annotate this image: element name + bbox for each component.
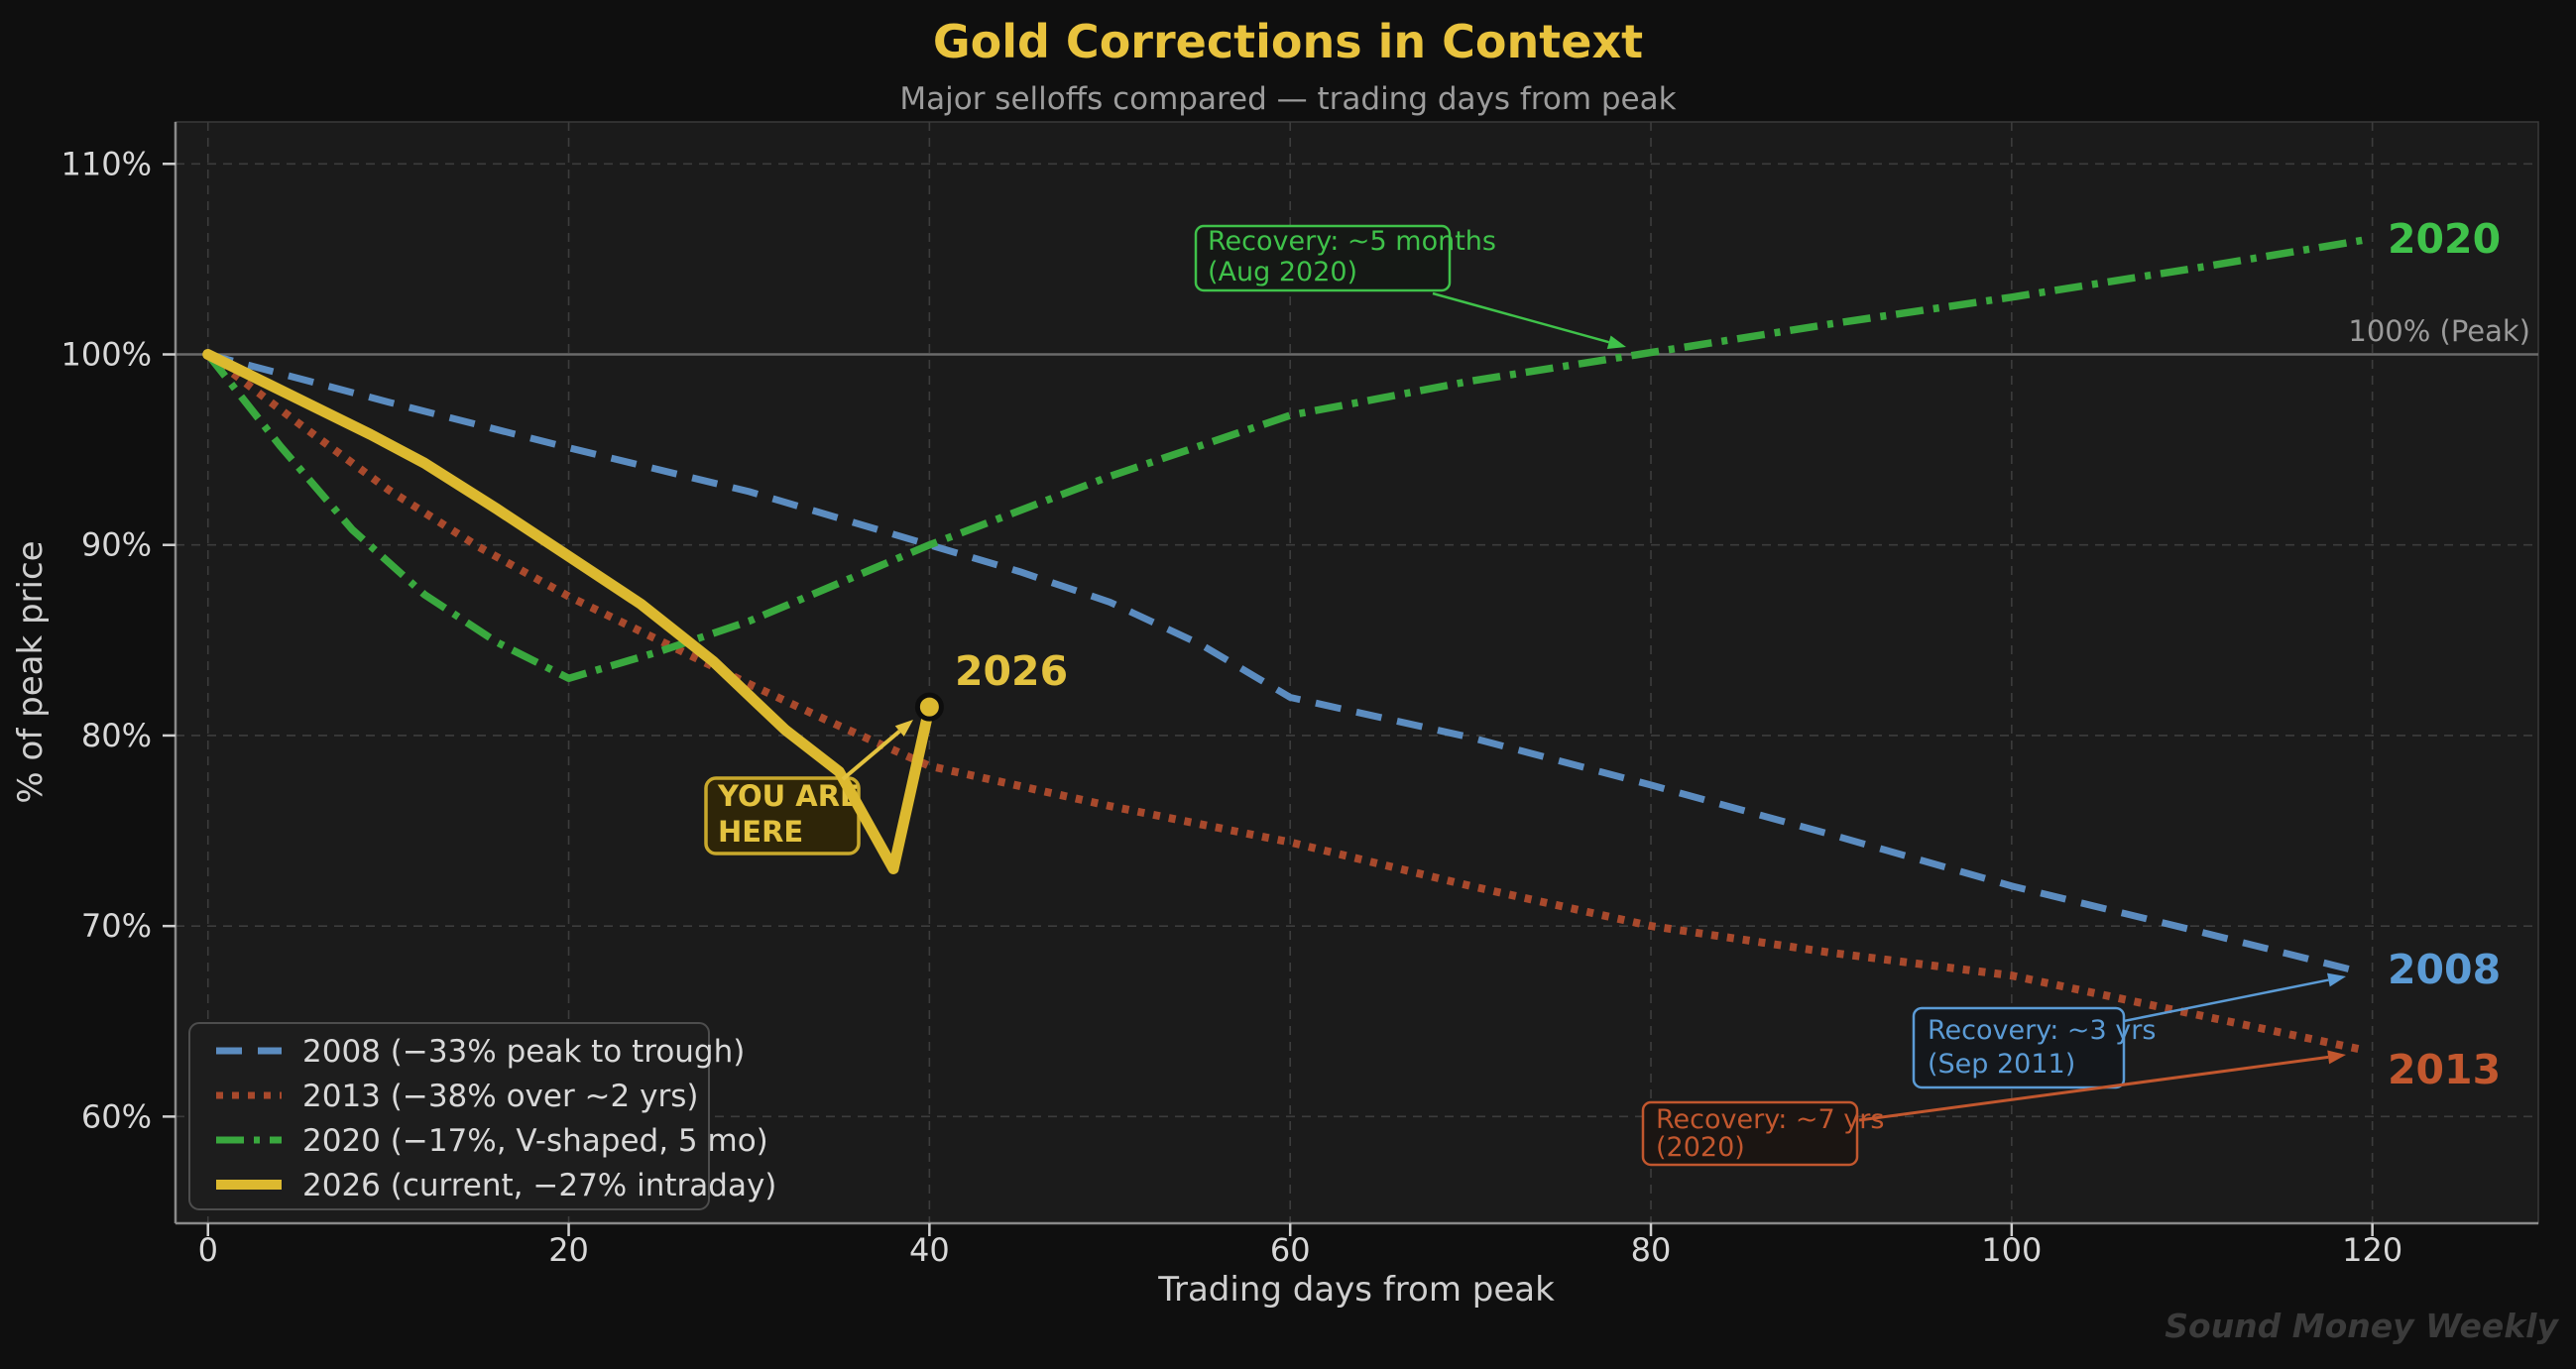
y-tick-label: 90% [81,526,152,564]
annotation-arrowhead [2326,972,2346,987]
annotation-box [1912,1006,2126,1089]
annotation-text: Recovery: ~5 months [1208,226,1496,257]
watermark: Sound Money Weekly [2165,1307,2559,1345]
annotation-text: Recovery: ~7 yrs [1656,1104,1884,1135]
annotation-arrowhead [2327,1050,2346,1065]
x-axis-label: Trading days from peak [1157,1270,1555,1310]
x-tick-label: 60 [1270,1231,1311,1269]
end-label-2020: 2020 [2388,215,2501,263]
annotation-text: (Sep 2011) [1928,1049,2075,1080]
y-tick-label: 110% [61,145,152,182]
annotation-text: YOU ARE [717,779,860,813]
current-price-dot [914,692,944,722]
y-tick-label: 100% [61,336,152,374]
legend: 2008 (−33% peak to trough) 2013 (−38% ove… [188,1022,776,1210]
legend-item-2020: 2020 (−17%, V-shaped, 5 mo) [302,1123,768,1159]
chart-title: Gold Corrections in Context [933,15,1643,68]
annotation-box [1641,1100,1859,1167]
annotation-arrow-line [841,730,901,781]
annotation-text: (2020) [1656,1132,1745,1163]
x-tick-label: 120 [2342,1231,2402,1269]
annotation-arrow-line [2123,978,2329,1023]
y-axis-label: % of peak price [11,540,51,803]
annotation-box [1194,224,1452,292]
data-series [204,236,2365,1055]
legend-items: 2008 (−33% peak to trough) 2013 (−38% ove… [216,1034,776,1203]
legend-item-2013: 2013 (−38% over ~2 yrs) [302,1079,698,1114]
annotation-recovery-2008: Recovery: ~3 yrs (Sep 2011) [1912,1006,2156,1089]
x-tick-label: 80 [1631,1231,1672,1269]
annotation-arrow-line [1432,291,1609,344]
axis-ticks: 0 20 40 60 80 100 120 60% 70% 80% 90% 100% 110% [61,145,2403,1269]
annotation-arrows [841,291,2346,1122]
x-tick-label: 100 [1981,1231,2042,1269]
annotation-text: Recovery: ~3 yrs [1928,1015,2156,1046]
current-series [202,349,935,874]
gridlines [176,122,2538,1223]
x-tick-label: 20 [548,1231,589,1269]
legend-box [188,1022,710,1210]
annotation-text: HERE [718,815,803,849]
peak-reference-label: 100% (Peak) [2348,314,2530,348]
annotation-you-are-here: YOU ARE HERE [704,776,861,856]
y-tick-label: 70% [81,907,152,945]
chart-subtitle: Major selloffs compared — trading days f… [899,81,1676,117]
annotation-arrowhead [894,720,913,737]
line-2026 [202,349,935,874]
series-end-labels: 2008 2013 2020 2026 [955,215,2501,1093]
end-label-2008: 2008 [2388,946,2501,993]
legend-item-2008: 2008 (−33% peak to trough) [302,1034,745,1070]
annotation-recovery-2020: Recovery: ~5 months (Aug 2020) [1194,224,1496,292]
line-2020 [204,236,2365,683]
legend-item-2026: 2026 (current, −27% intraday) [302,1168,776,1203]
annotation-arrow-line [1858,1055,2329,1122]
y-tick-label: 60% [81,1097,152,1135]
annotation-arrowhead [1606,335,1626,349]
annotation-text: (Aug 2020) [1208,257,1357,287]
x-tick-label: 0 [198,1231,218,1269]
line-2008 [206,351,2361,975]
current-point-marker [914,692,944,722]
y-tick-label: 80% [81,717,152,754]
end-label-2013: 2013 [2388,1046,2501,1093]
x-tick-label: 40 [909,1231,950,1269]
annotation-recovery-2013: Recovery: ~7 yrs (2020) [1641,1100,1884,1167]
end-label-2026: 2026 [955,647,1068,695]
